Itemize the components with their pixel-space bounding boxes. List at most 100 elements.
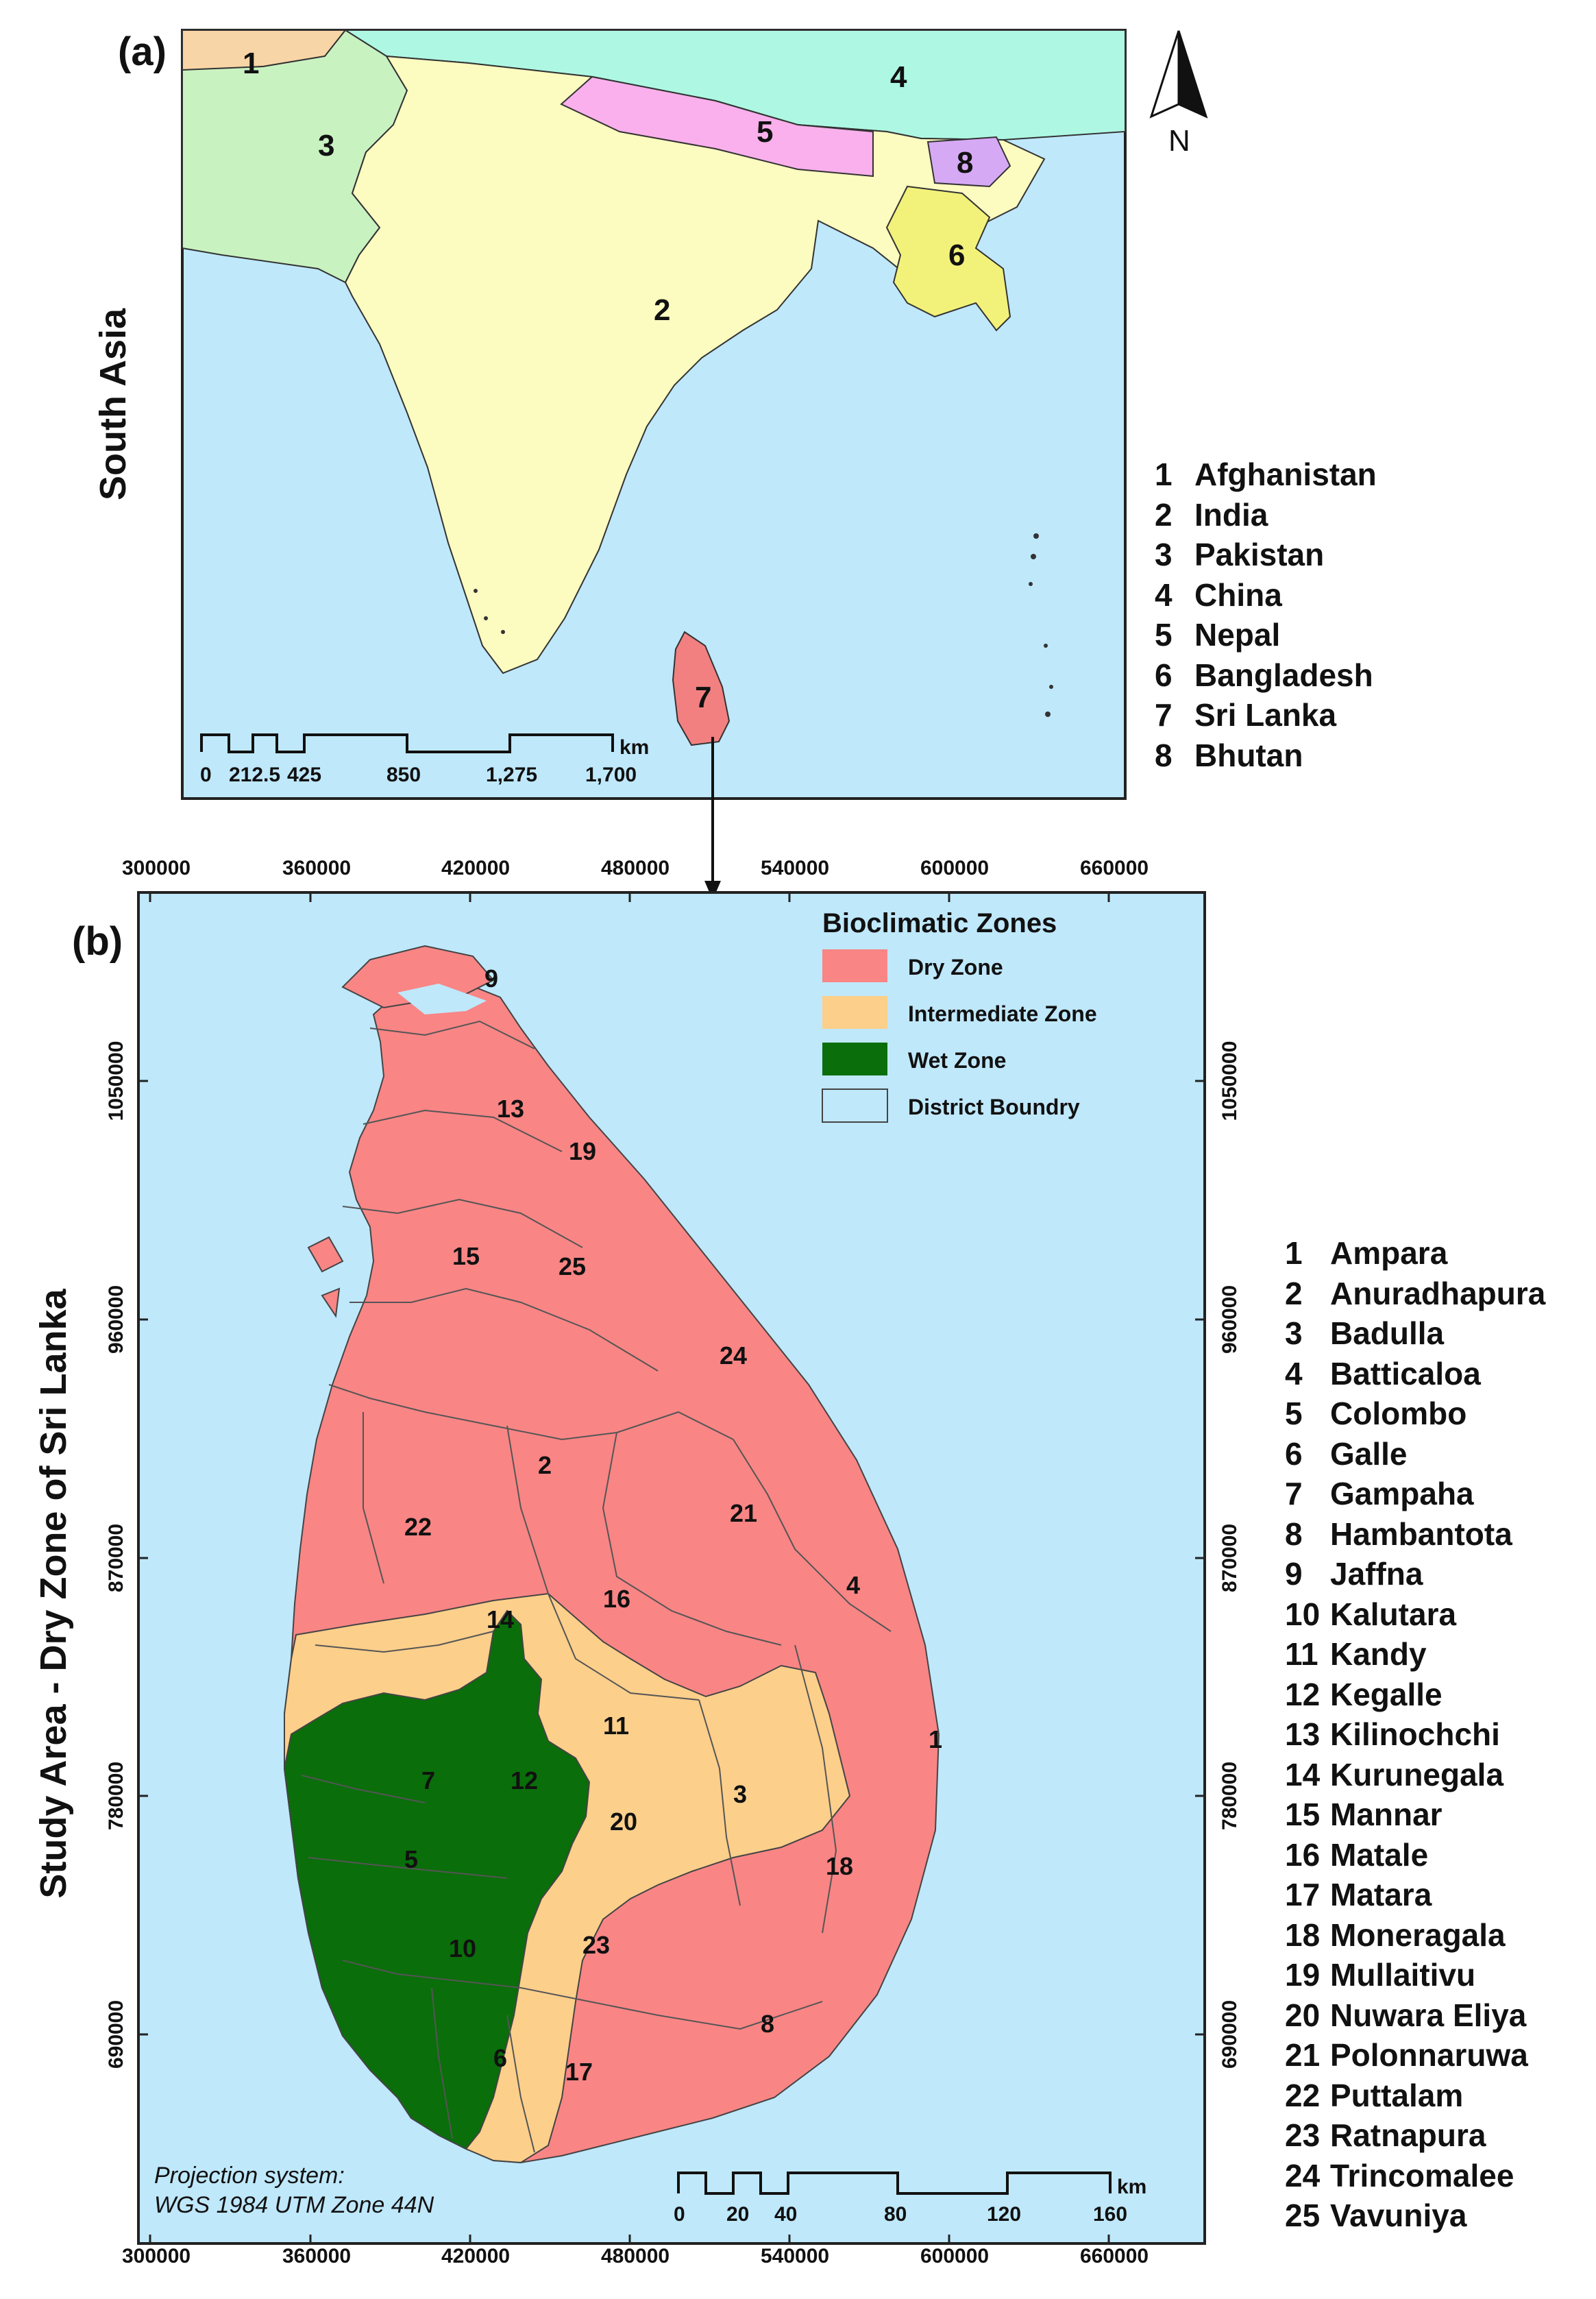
- legend-num: 1: [1285, 1235, 1303, 1271]
- legend-country-name: Bangladesh: [1194, 657, 1373, 693]
- legend-district-name: Kurunegala: [1330, 1756, 1504, 1792]
- legend-num: 25: [1285, 2198, 1321, 2233]
- wet-zone-area: [283, 1609, 591, 2150]
- legend-district-name: Matale: [1330, 1836, 1429, 1873]
- district-number-colombo: 5: [404, 1845, 418, 1873]
- district-number-kilinochchi: 13: [497, 1095, 524, 1123]
- district-legend-item: 12 Kegalle: [1285, 1675, 1545, 1715]
- scale-tick: 120: [987, 2203, 1021, 2226]
- district-number-gampaha: 7: [421, 1766, 435, 1795]
- panel-b-side-title: Study Area - Dry Zone of Sri Lanka: [33, 1289, 74, 1899]
- district-legend-item: 8 Hambantota: [1285, 1514, 1545, 1555]
- andaman-islands: [474, 533, 1053, 717]
- scale-tick: 80: [884, 2203, 907, 2226]
- legend-district-name: Hambantota: [1330, 1516, 1512, 1552]
- district-legend: 1 Ampara 2 Anuradhapura 3 Badulla 4 Battical…: [1285, 1233, 1545, 2236]
- district-legend-item: 18 Moneragala: [1285, 1915, 1545, 1956]
- legend-num: 5: [1155, 617, 1173, 653]
- legend-num: 21: [1285, 2037, 1321, 2073]
- district-number-ampara: 1: [929, 1725, 942, 1753]
- legend-country-name: China: [1194, 576, 1282, 613]
- zones-legend: Bioclimatic Zones Dry Zone Intermediate …: [822, 908, 1097, 1123]
- country-legend: 1 Afghanistan 2 India 3 Pakistan 4 China 5 Ne…: [1155, 454, 1377, 775]
- map-number-india: 2: [654, 293, 670, 327]
- legend-swatch-dry: [822, 949, 887, 982]
- legend-label-intermediate: Intermediate Zone: [908, 1001, 1097, 1026]
- country-legend-item: 8 Bhutan: [1155, 735, 1377, 776]
- y-tick-label: 780000: [1218, 1761, 1241, 1831]
- district-number-jaffna: 9: [484, 964, 498, 993]
- district-number-galle: 6: [493, 2044, 507, 2072]
- legend-num: 2: [1285, 1275, 1303, 1311]
- district-number-kandy: 11: [603, 1712, 629, 1740]
- legend-num: 3: [1155, 537, 1173, 572]
- x-tick-label: 360000: [282, 2245, 352, 2267]
- legend-district-name: Ampara: [1330, 1235, 1448, 1271]
- x-tick-label: 540000: [761, 857, 830, 879]
- district-legend-item: 6 Galle: [1285, 1434, 1545, 1474]
- x-tick-label: 540000: [761, 2245, 830, 2267]
- country-legend-item: 2 India: [1155, 495, 1377, 535]
- legend-country-name: Sri Lanka: [1194, 697, 1337, 733]
- legend-label-dry: Dry Zone: [908, 955, 1003, 980]
- district-legend-item: 17 Matara: [1285, 1875, 1545, 1915]
- panel-b-label: (b): [72, 919, 123, 964]
- district-legend-item: 16 Matale: [1285, 1835, 1545, 1875]
- legend-num: 11: [1285, 1636, 1318, 1672]
- legend-district-name: Nuwara Eliya: [1330, 1997, 1527, 2033]
- country-legend-item: 6 Bangladesh: [1155, 655, 1377, 696]
- legend-num: 13: [1285, 1716, 1321, 1752]
- legend-num: 22: [1285, 2077, 1321, 2113]
- district-legend-item: 23 Ratnapura: [1285, 2115, 1545, 2156]
- district-number-anuradhapura: 2: [538, 1451, 552, 1479]
- x-tick-label: 660000: [1080, 857, 1149, 879]
- legend-num: 3: [1285, 1315, 1303, 1351]
- district-legend-item: 14 Kurunegala: [1285, 1755, 1545, 1795]
- district-legend-item: 11 Kandy: [1285, 1634, 1545, 1675]
- district-legend-item: 5 Colombo: [1285, 1394, 1545, 1434]
- legend-district-name: Ratnapura: [1330, 2117, 1486, 2153]
- sri-lanka-region: [672, 631, 731, 746]
- legend-district-name: Anuradhapura: [1330, 1275, 1546, 1311]
- scale-tick: 1,275: [486, 764, 537, 786]
- legend-num: 15: [1285, 1797, 1321, 1832]
- map-number-sri-lanka: 7: [695, 681, 711, 714]
- legend-district-name: Galle: [1330, 1435, 1408, 1472]
- x-tick-label: 300000: [122, 857, 191, 879]
- district-number-vavuniya: 25: [558, 1252, 586, 1280]
- legend-swatch-boundary: [822, 1088, 888, 1123]
- x-tick-label: 420000: [441, 2245, 511, 2267]
- legend-swatch-wet: [822, 1043, 887, 1075]
- map-number-nepal: 5: [757, 115, 773, 149]
- district-legend-item: 15 Mannar: [1285, 1795, 1545, 1835]
- legend-num: 6: [1285, 1435, 1303, 1472]
- connector-arrow: [704, 737, 721, 900]
- legend-district-name: Kegalle: [1330, 1676, 1442, 1712]
- district-legend-item: 22 Puttalam: [1285, 2076, 1545, 2116]
- x-tick-label: 600000: [920, 857, 990, 879]
- scale-unit: km: [619, 736, 649, 759]
- district-legend-item: 21 Polonnaruwa: [1285, 2035, 1545, 2076]
- country-legend-item: 7 Sri Lanka: [1155, 695, 1377, 735]
- scale-tick: 1,700: [585, 764, 637, 786]
- zones-legend-title: Bioclimatic Zones: [822, 908, 1057, 938]
- country-legend-item: 4 China: [1155, 575, 1377, 616]
- legend-num: 23: [1285, 2117, 1321, 2153]
- x-tick-label: 660000: [1080, 2245, 1149, 2267]
- district-number-nuwara-eliya: 20: [610, 1808, 637, 1836]
- legend-num: 12: [1285, 1676, 1321, 1712]
- legend-num: 18: [1285, 1917, 1321, 1953]
- district-number-trincomalee: 24: [720, 1341, 747, 1370]
- map-number-pakistan: 3: [318, 129, 334, 162]
- scale-bar-a: [200, 733, 614, 753]
- district-number-moneragala: 18: [826, 1852, 853, 1880]
- map-number-bangladesh: 6: [948, 239, 965, 272]
- district-numbers: 1 2 3 4 5 6 7 8 9 10 11 12 13 14 15 16 1…: [404, 964, 942, 2086]
- district-number-hambantota: 8: [761, 2010, 774, 2038]
- district-legend-item: 2 Anuradhapura: [1285, 1274, 1545, 1314]
- district-number-puttalam: 22: [404, 1513, 432, 1541]
- district-legend-item: 3 Badulla: [1285, 1313, 1545, 1354]
- legend-district-name: Gampaha: [1330, 1476, 1474, 1511]
- y-tick-label: 870000: [105, 1523, 127, 1593]
- legend-country-name: Nepal: [1194, 617, 1281, 653]
